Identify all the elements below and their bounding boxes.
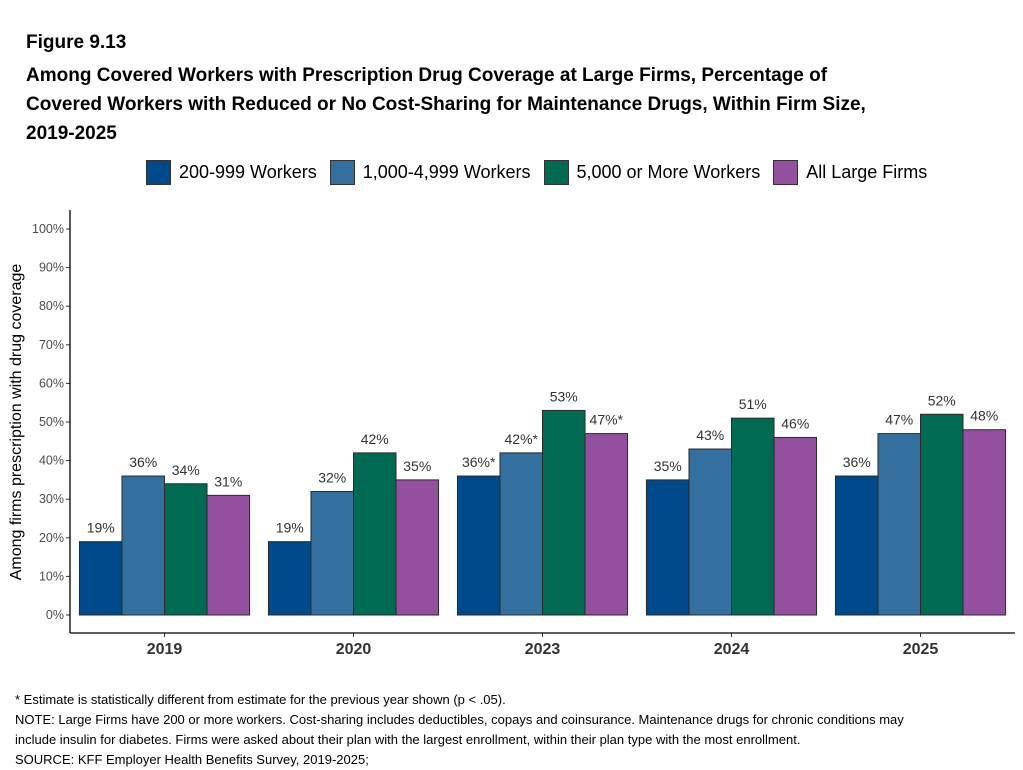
footnote-note-2: include insulin for diabetes. Firms were… xyxy=(15,732,801,747)
bar xyxy=(206,494,251,616)
y-tick-label: 10% xyxy=(39,569,64,583)
bar xyxy=(542,409,586,616)
x-category-label: 2023 xyxy=(525,641,561,658)
footnote-asterisk: * Estimate is statistically different fr… xyxy=(15,692,506,707)
x-category-label: 2020 xyxy=(336,641,372,658)
bar xyxy=(310,490,355,616)
y-tick-label: 40% xyxy=(39,454,64,468)
bar xyxy=(456,475,501,616)
bar xyxy=(645,479,690,616)
legend-item-all-large-firms: All Large Firms xyxy=(773,159,928,185)
bar-data-label: 42%* xyxy=(505,431,539,447)
legend-swatch xyxy=(773,159,799,185)
bar-data-label: 53% xyxy=(550,388,578,404)
bar xyxy=(962,429,1007,616)
bar-data-label: 52% xyxy=(928,392,956,408)
bar-data-label: 48% xyxy=(970,408,998,424)
bar-data-label: 32% xyxy=(318,469,346,485)
y-tick-label: 80% xyxy=(39,299,64,313)
x-category-label: 2025 xyxy=(903,641,939,658)
bar xyxy=(877,433,921,616)
y-tick-label: 60% xyxy=(39,376,64,390)
x-category-label: 2019 xyxy=(147,641,183,658)
y-tick-label: 20% xyxy=(39,531,64,545)
bar xyxy=(267,541,312,616)
bar xyxy=(395,479,440,616)
y-tick-label: 70% xyxy=(39,338,64,352)
bar-data-label: 31% xyxy=(214,473,242,489)
legend-item-1000-4999: 1,000-4,999 Workers xyxy=(329,159,531,185)
bar xyxy=(584,433,629,616)
footnote-source: SOURCE: KFF Employer Health Benefits Sur… xyxy=(15,752,369,767)
x-category-label: 2024 xyxy=(714,641,750,658)
bar-data-label: 36% xyxy=(129,454,157,470)
y-tick-label: 30% xyxy=(39,492,64,506)
chart-title: Among Covered Workers with Prescription … xyxy=(26,61,996,148)
bar-chart: 0% 10% 20% 30% 40% 50% 60% 70% 80% 90% 100% 19% 36% 3… xyxy=(8,210,1015,658)
y-tick-label: 50% xyxy=(39,415,64,429)
bar-data-label: 46% xyxy=(781,415,809,431)
legend-label: 5,000 or More Workers xyxy=(576,161,761,182)
bar-data-label: 35% xyxy=(654,458,682,474)
chart-title-line-1: Among Covered Workers with Prescription … xyxy=(26,65,828,86)
bar-data-label: 47% xyxy=(885,412,913,428)
legend-label: 1,000-4,999 Workers xyxy=(362,161,531,182)
bar-data-label: 36% xyxy=(843,454,871,470)
legend-label: 200-999 Workers xyxy=(179,161,317,182)
legend-swatch xyxy=(543,159,569,185)
bar xyxy=(688,448,732,616)
bar-data-label: 34% xyxy=(172,462,200,478)
bar xyxy=(121,475,165,616)
legend-swatch xyxy=(146,159,171,185)
bar xyxy=(920,413,964,616)
bar-data-label: 36%* xyxy=(462,454,496,470)
chart-title-line-3: 2019-2025 xyxy=(26,123,117,144)
bar-data-label: 35% xyxy=(403,458,431,474)
bar xyxy=(353,452,397,616)
bar xyxy=(731,417,775,616)
bar xyxy=(834,475,879,616)
chart-title-line-2: Covered Workers with Reduced or No Cost-… xyxy=(26,94,866,115)
bar-data-label: 43% xyxy=(696,427,724,443)
bar-data-label: 19% xyxy=(87,520,115,536)
figure-label: Figure 9.13 xyxy=(26,32,127,53)
legend-label: All Large Firms xyxy=(806,161,928,182)
legend-item-5000-plus: 5,000 or More Workers xyxy=(543,159,761,185)
bar xyxy=(78,541,123,616)
y-axis-title: Among firms prescription with drug cover… xyxy=(8,264,25,581)
bar xyxy=(773,436,818,616)
legend: 200-999 Workers 1,000-4,999 Workers 5,00… xyxy=(146,158,940,186)
bar-data-label: 51% xyxy=(739,396,767,412)
bar-data-label: 47%* xyxy=(590,412,624,428)
bar xyxy=(499,452,544,616)
bar xyxy=(164,483,208,616)
y-tick-label: 0% xyxy=(46,608,64,622)
bar-data-label: 42% xyxy=(361,431,389,447)
footnote-note-1: NOTE: Large Firms have 200 or more worke… xyxy=(15,712,904,727)
y-tick-label: 100% xyxy=(32,222,64,236)
bar-data-label: 19% xyxy=(276,520,304,536)
footnotes: * Estimate is statistically different fr… xyxy=(15,690,1015,770)
legend-swatch xyxy=(329,159,355,185)
legend-item-200-999: 200-999 Workers xyxy=(146,159,317,185)
y-tick-label: 90% xyxy=(39,261,64,275)
